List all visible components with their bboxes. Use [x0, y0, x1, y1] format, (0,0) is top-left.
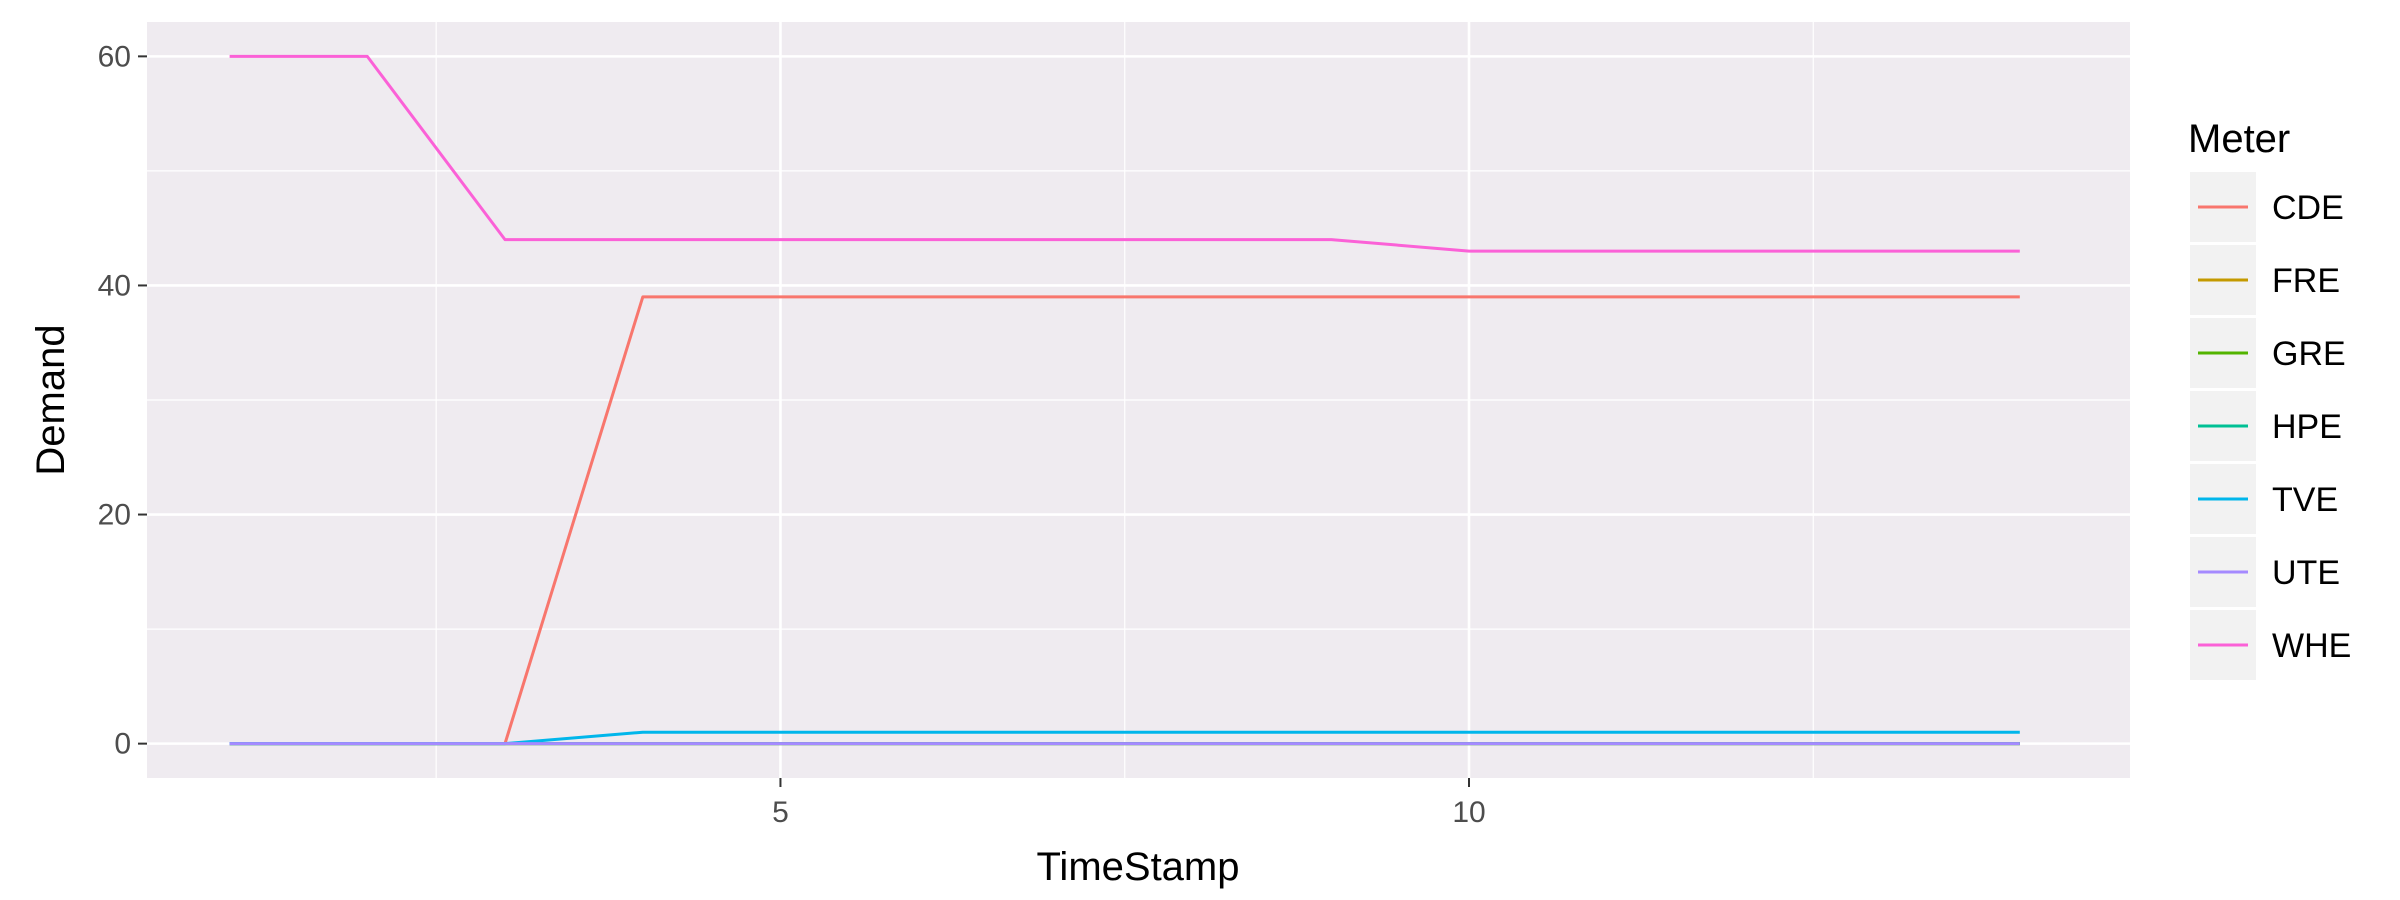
y-axis-title: Demand: [29, 324, 73, 475]
y-tick-label: 0: [114, 728, 131, 761]
x-tick-label: 5: [772, 796, 789, 829]
y-tick-label: 60: [98, 40, 131, 73]
series-line-cde: [229, 295, 2020, 746]
x-axis: 5 10: [772, 778, 1486, 829]
series-line-tve: [229, 730, 2020, 746]
legend-title: Meter: [2188, 117, 2290, 161]
legend-item-ute: UTE: [2190, 537, 2340, 607]
legend-label: GRE: [2272, 335, 2346, 373]
x-axis-title: TimeStamp: [1036, 845, 1239, 889]
legend-item-hpe: HPE: [2190, 391, 2342, 461]
legend: Meter CDE FRE GRE HPE TVE UTE WHE: [2188, 117, 2351, 680]
legend-label: FRE: [2272, 262, 2340, 300]
legend-items: CDE FRE GRE HPE TVE UTE WHE: [2190, 172, 2351, 680]
y-tick-label: 20: [98, 499, 131, 532]
legend-item-fre: FRE: [2190, 245, 2340, 315]
legend-label: HPE: [2272, 408, 2342, 446]
legend-label: TVE: [2272, 481, 2338, 519]
series-line-whe: [229, 54, 2020, 253]
legend-item-cde: CDE: [2190, 172, 2344, 242]
legend-label: WHE: [2272, 627, 2351, 665]
x-tick-label: 10: [1452, 796, 1485, 829]
y-tick-label: 40: [98, 269, 131, 302]
legend-label: UTE: [2272, 554, 2340, 592]
legend-label: CDE: [2272, 189, 2344, 227]
series-lines: [229, 54, 2020, 746]
legend-item-whe: WHE: [2190, 610, 2351, 680]
legend-item-tve: TVE: [2190, 464, 2338, 534]
legend-item-gre: GRE: [2190, 318, 2346, 388]
y-axis: 0 20 40 60: [98, 40, 147, 761]
